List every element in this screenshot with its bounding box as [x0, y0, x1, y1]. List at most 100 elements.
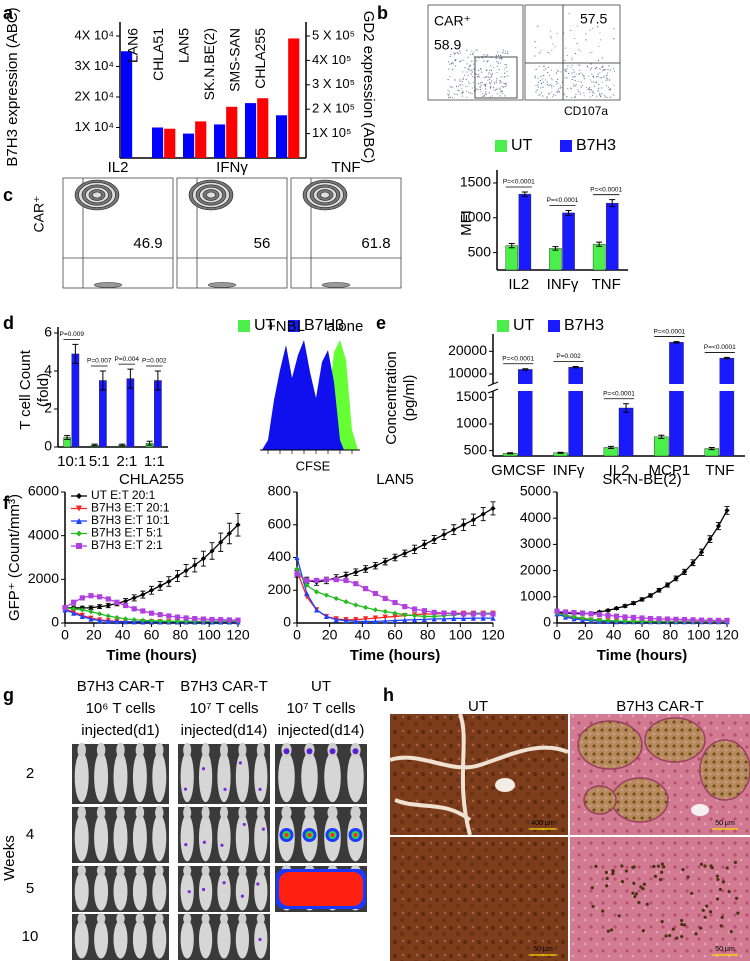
flow-dot	[496, 77, 498, 79]
flow-dot	[566, 68, 568, 70]
tumor-cell	[690, 891, 694, 895]
mouse-head	[135, 742, 145, 758]
y-tick-label: 4000	[520, 509, 551, 525]
marker	[613, 613, 620, 619]
signal	[258, 787, 262, 791]
flow-dot	[595, 76, 598, 78]
tumor-cell	[606, 929, 610, 933]
panel-label: d	[3, 313, 14, 333]
x-tick-label: 20	[86, 627, 102, 643]
flow-dot	[593, 85, 596, 87]
flow-dot	[472, 81, 474, 83]
mouse-head	[350, 805, 361, 820]
mouse	[94, 814, 109, 862]
flow-dot	[606, 74, 608, 76]
flow-dot	[542, 78, 544, 80]
marker	[140, 608, 146, 614]
flow-dot	[457, 85, 459, 87]
flow-dot	[541, 75, 543, 77]
marker	[183, 568, 189, 574]
mouse	[94, 871, 109, 911]
error-bar	[658, 434, 665, 439]
mouse	[180, 814, 194, 862]
marker	[412, 617, 418, 623]
tumor-cell	[734, 896, 739, 900]
flow-dot	[497, 62, 500, 64]
marker	[613, 618, 620, 624]
flow-dot	[504, 52, 506, 55]
tumor-cell	[699, 862, 704, 866]
flow-dot	[454, 59, 456, 61]
flow-dot	[462, 77, 464, 79]
flow-dot	[469, 82, 471, 85]
flow-dot	[505, 83, 507, 85]
y-axis-label: (pg/ml)	[401, 375, 418, 422]
flow-dot	[482, 93, 484, 95]
flow-dot	[605, 79, 607, 81]
contour	[207, 282, 237, 288]
tumor-cell	[680, 935, 684, 939]
flow-dot	[505, 82, 507, 84]
flow-dot	[479, 82, 482, 84]
marker	[192, 562, 198, 568]
tumor-cell	[686, 875, 690, 879]
marker	[724, 507, 730, 513]
flow-dot	[489, 87, 492, 89]
column-header: injected(d14)	[278, 722, 365, 739]
marker	[639, 615, 645, 621]
flow-dot	[547, 66, 549, 68]
flow-dot	[448, 61, 450, 63]
flow-dot	[601, 81, 603, 83]
tumor-cell	[681, 868, 685, 872]
histogram-label: +NBL	[267, 318, 305, 335]
flow-dot	[609, 96, 612, 98]
flow-dot	[555, 80, 558, 83]
tumor-nodule	[583, 785, 617, 815]
flow-dot	[598, 92, 601, 94]
flow-dot	[502, 86, 505, 88]
flow-dot	[447, 93, 449, 95]
tumor-cell	[605, 884, 609, 888]
marker	[209, 548, 215, 554]
x-tick-label: 80	[420, 627, 436, 643]
flow-dot	[478, 73, 480, 75]
flow-dot	[462, 60, 464, 62]
flow-dot	[500, 92, 502, 94]
flow-dot	[479, 85, 481, 87]
mouse	[74, 919, 89, 959]
flow-dot	[547, 72, 549, 74]
flow-dot	[605, 75, 607, 77]
y-tick-label: 0	[283, 614, 291, 630]
flow-dot	[482, 95, 484, 98]
contour	[320, 191, 330, 199]
y-tick-label: 4X 10⁴	[74, 27, 114, 42]
flow-dot	[496, 65, 498, 67]
flow-dot	[457, 53, 459, 55]
flow-dot	[579, 50, 582, 52]
flow-dot	[575, 83, 577, 86]
marker	[200, 616, 206, 622]
mouse	[74, 871, 89, 911]
flow-dot	[601, 87, 603, 89]
tumor-cell	[633, 894, 637, 899]
flow-dot	[542, 81, 544, 83]
column-header: UT	[311, 678, 331, 695]
marker	[209, 616, 215, 623]
flow-dot	[552, 96, 554, 98]
flow-dot	[573, 71, 575, 73]
error-bar	[596, 241, 603, 247]
y-tick-label: 1000	[456, 415, 487, 431]
flow-dot	[578, 73, 581, 75]
column-header: 10⁷ T cells	[286, 700, 355, 717]
tumor-cell	[701, 908, 705, 912]
mouse-head	[77, 742, 86, 758]
flow-dot	[577, 89, 579, 91]
bar	[592, 244, 606, 271]
tumor-cell	[656, 864, 661, 868]
x-axis-label: Time (hours)	[106, 647, 197, 664]
legend-label: B7H3 E:T 10:1	[91, 513, 170, 527]
flow-dot	[454, 79, 456, 81]
flow-dot	[488, 76, 490, 78]
marker	[105, 596, 111, 602]
category-label: MCP1	[649, 462, 691, 479]
